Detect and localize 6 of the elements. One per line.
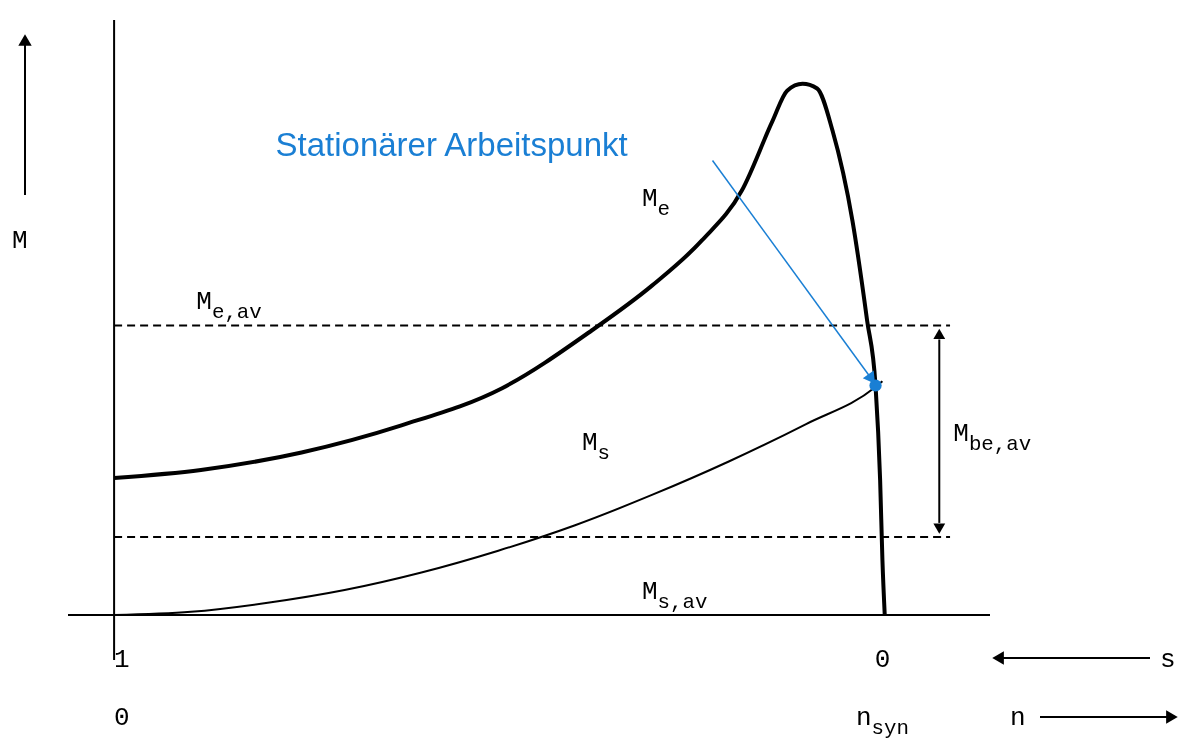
text: s: [1160, 645, 1176, 675]
y-axis-title: M: [12, 226, 28, 256]
x2-axis-title: n: [1010, 703, 1026, 733]
x-tick-label: 1: [114, 645, 130, 675]
text: 0: [114, 703, 130, 733]
annotation: Stationärer Arbeitspunkt: [275, 125, 628, 163]
